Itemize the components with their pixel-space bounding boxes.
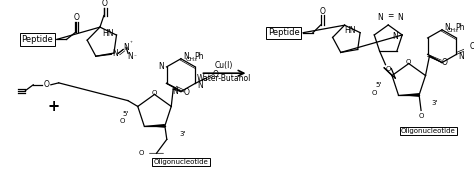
Text: O: O xyxy=(441,58,447,67)
Text: O: O xyxy=(213,70,219,79)
Text: N: N xyxy=(158,62,164,71)
Text: CH₃: CH₃ xyxy=(186,57,197,62)
Text: N: N xyxy=(172,87,178,96)
Text: O: O xyxy=(419,113,424,119)
Polygon shape xyxy=(144,124,165,128)
Text: Oligonucleotide: Oligonucleotide xyxy=(154,159,208,165)
Text: ⁺: ⁺ xyxy=(129,41,132,46)
Text: N: N xyxy=(458,52,464,61)
Text: O: O xyxy=(320,7,326,16)
Text: O: O xyxy=(406,59,411,65)
Text: 5': 5' xyxy=(375,82,382,88)
Text: Peptide: Peptide xyxy=(21,35,53,44)
Text: O: O xyxy=(386,66,391,71)
Text: Ph: Ph xyxy=(194,52,203,61)
Text: O: O xyxy=(184,88,190,97)
Text: N: N xyxy=(444,23,450,32)
Text: Cu(I): Cu(I) xyxy=(215,61,233,70)
Text: =: = xyxy=(387,11,393,20)
Text: +: + xyxy=(47,98,59,114)
Text: O: O xyxy=(44,80,50,89)
Text: HN: HN xyxy=(102,29,114,38)
Text: N: N xyxy=(377,13,383,22)
Polygon shape xyxy=(399,93,419,97)
Text: O: O xyxy=(372,90,377,96)
Text: Ph: Ph xyxy=(455,23,465,32)
Text: 3': 3' xyxy=(179,131,186,137)
Text: N: N xyxy=(197,81,203,90)
Text: CH₃: CH₃ xyxy=(447,28,458,33)
Text: 5': 5' xyxy=(123,111,129,117)
Text: Oligonucleotide: Oligonucleotide xyxy=(401,128,456,134)
Text: O: O xyxy=(73,13,79,22)
Text: N: N xyxy=(183,52,189,61)
Text: HN: HN xyxy=(345,26,356,35)
Text: O: O xyxy=(152,90,157,95)
Text: N: N xyxy=(127,52,133,61)
Text: 3': 3' xyxy=(431,100,438,106)
Text: ⁻: ⁻ xyxy=(134,56,137,61)
Text: N: N xyxy=(392,32,398,41)
Text: O: O xyxy=(470,42,474,51)
Text: O: O xyxy=(139,150,145,156)
Text: O: O xyxy=(102,0,108,9)
Text: N: N xyxy=(112,49,118,58)
Text: O: O xyxy=(119,118,125,124)
Text: Peptide: Peptide xyxy=(268,28,300,37)
Text: Water-Butanol: Water-Butanol xyxy=(197,74,251,84)
Text: N: N xyxy=(397,13,403,22)
Text: N: N xyxy=(123,43,129,52)
